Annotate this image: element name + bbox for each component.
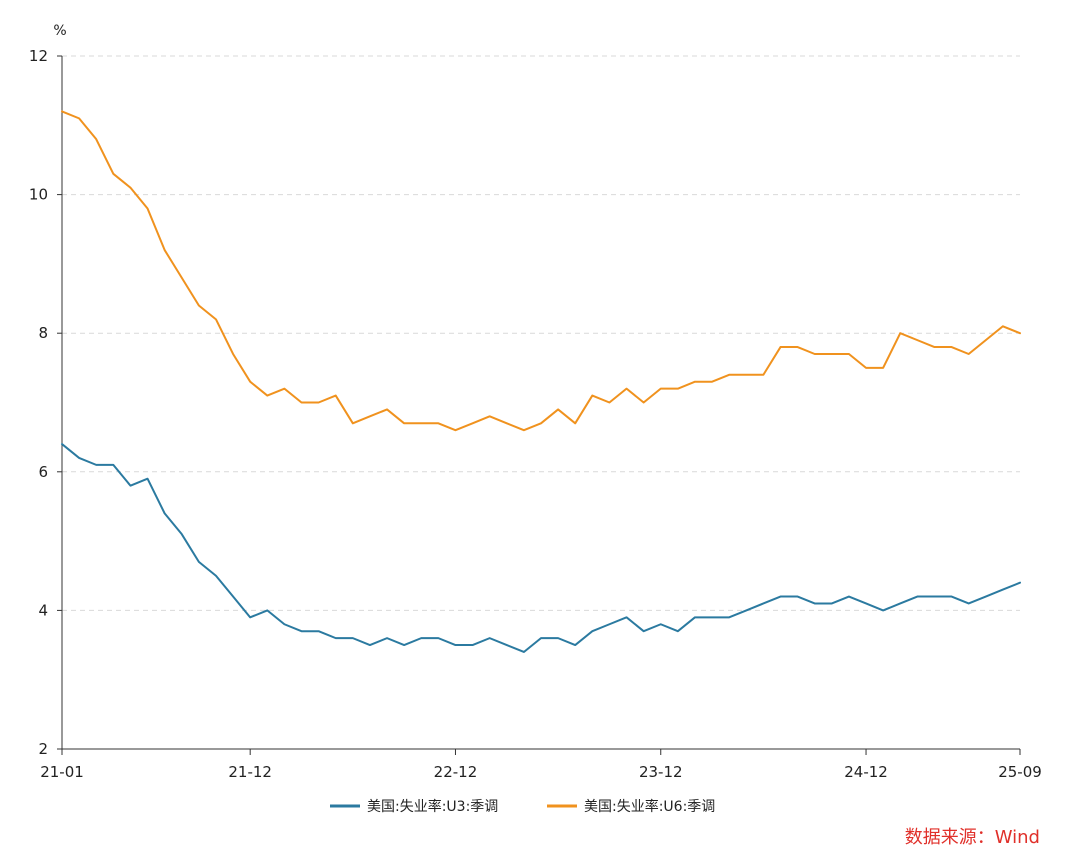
series-line-2 (61, 110, 1021, 432)
legend: 美国:失业率:U3:季调 美国:失业率:U6:季调 (330, 798, 715, 815)
y-tick-label-2: 2 (38, 740, 48, 758)
x-tick-label-25-09: 25-09 (998, 763, 1042, 781)
x-tick-label-22-12: 22-12 (434, 763, 478, 781)
legend-label-1: 美国:失业率:U3:季调 (367, 798, 498, 815)
series-line-1 (61, 443, 1021, 653)
x-tick-label-23-12: 23-12 (639, 763, 683, 781)
x-tick-label-21-12: 21-12 (228, 763, 272, 781)
series-lines (61, 110, 1021, 653)
x-tick-label-24-12: 24-12 (844, 763, 888, 781)
y-tick-label-8: 8 (38, 324, 48, 342)
x-tick-label-21-01: 21-01 (40, 763, 84, 781)
legend-label-2: 美国:失业率:U6:季调 (584, 798, 715, 815)
y-tick-label-4: 4 (38, 601, 48, 619)
source-note: 数据来源：Wind (905, 827, 1040, 848)
y-axis-unit: % (53, 23, 66, 39)
gridlines (62, 55, 1020, 611)
y-tick-label-10: 10 (29, 186, 48, 204)
axes: 2 4 6 8 10 12% 21-01 21-12 22-12 23-12 24-12 25-09 (29, 23, 1042, 781)
y-tick-label-12: 12 (29, 47, 48, 65)
y-tick-label-6: 6 (38, 463, 48, 481)
